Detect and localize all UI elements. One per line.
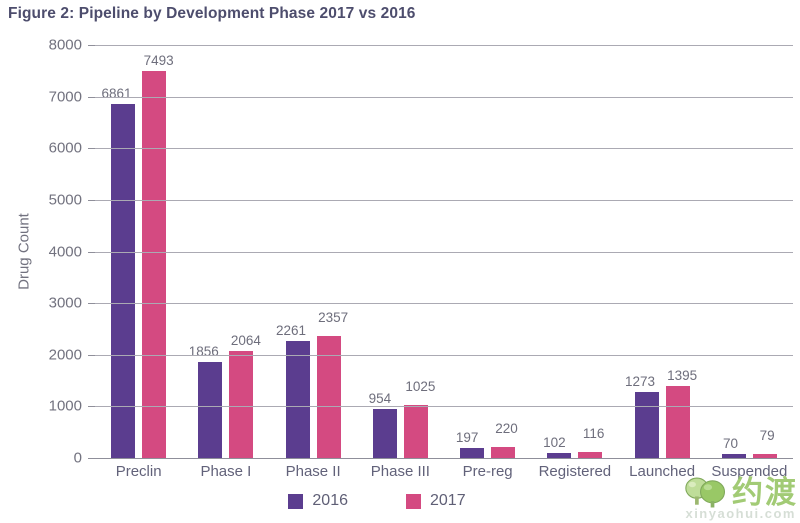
gridline-7000 [95, 96, 793, 98]
y-tick-label-4000: 4000 [48, 243, 82, 260]
bar-2016-phase-iii: 954 [369, 391, 397, 458]
bar-value-2017-preclin: 7493 [143, 53, 174, 69]
bar-value-2017-registered: 116 [582, 426, 605, 441]
gridline-3000 [95, 303, 793, 305]
y-tick-3000 [88, 303, 95, 305]
bar-value-2017-phase-iii: 1025 [405, 379, 436, 395]
bar-group-suspended: 70 79 [706, 45, 793, 458]
y-tick-5000 [88, 199, 95, 201]
bar-2016-pre-reg: 197 [456, 430, 485, 458]
bar-value-2016-registered: 102 [543, 434, 566, 450]
bar-2017-phase-iii: 1025 [403, 379, 435, 458]
x-category-pre-reg: Pre-reg [462, 463, 513, 480]
bar-groups: 6861 7493 1856 2064 2261 2357 954 1025 197 220 102… [95, 45, 793, 458]
bar-2017-phase-i: 2064 [229, 333, 261, 458]
legend-swatch-2016 [288, 493, 304, 509]
x-category-launched: Launched [629, 463, 696, 480]
y-tick-label-2000: 2000 [48, 346, 82, 364]
x-category-phase-iii: Phase III [370, 463, 430, 480]
legend-swatch-2017 [406, 493, 421, 509]
bar-2016-suspended: 70 [721, 436, 746, 458]
y-tick-label-1000: 1000 [48, 397, 82, 415]
y-axis-title: Drug Count [15, 213, 33, 290]
y-tick-8000 [88, 45, 95, 46]
y-tick-6000 [88, 148, 95, 150]
gridline-1000 [95, 406, 793, 408]
bar-2016-phase-ii: 2261 [276, 323, 310, 458]
y-tick-label-3000: 3000 [48, 294, 82, 312]
y-tick-1000 [88, 406, 95, 408]
y-tick-label-0: 0 [73, 449, 82, 467]
plot-area: 6861 7493 1856 2064 2261 2357 954 1025 197 220 102… [49, 37, 793, 467]
bar-group-pre-reg: 197 220 [444, 45, 531, 458]
bar-value-2016-phase-iii: 954 [368, 390, 392, 406]
bar-group-phase-ii: 2261 2357 [270, 45, 357, 458]
bar-2017-suspended: 79 [752, 428, 777, 458]
gridline-4000 [95, 251, 793, 253]
bar-value-2017-pre-reg: 220 [495, 420, 518, 436]
bar-2017-phase-ii: 2357 [316, 310, 348, 458]
bar-value-2016-suspended: 70 [723, 436, 739, 452]
legend: 2016 2017 [0, 492, 754, 510]
bar-2016-phase-i: 1856 [189, 344, 223, 458]
gridline-5000 [95, 199, 793, 201]
x-category-preclin: Preclin [115, 463, 162, 480]
y-tick-label-5000: 5000 [48, 191, 82, 209]
legend-label-2016: 2016 [312, 492, 348, 509]
x-category-phase-i: Phase I [200, 463, 252, 480]
x-axis-category-labels: Preclin Phase I Phase II Phase III Pre-reg Re… [95, 463, 793, 480]
gridline-8000 [95, 45, 793, 46]
y-tick-label-7000: 7000 [48, 88, 82, 106]
bar-value-2017-launched: 1395 [667, 368, 698, 383]
bar-2017-preclin: 7493 [142, 53, 174, 458]
bar-2017-launched: 1395 [665, 368, 697, 458]
bar-value-2016-phase-ii: 2261 [275, 323, 307, 339]
x-axis-line [95, 458, 793, 459]
x-category-phase-ii: Phase II [285, 463, 341, 480]
legend-label-2017: 2017 [430, 492, 466, 509]
y-tick-0 [88, 458, 95, 459]
y-tick-2000 [88, 354, 95, 356]
bar-value-2016-preclin: 6861 [101, 85, 132, 101]
bar-value-2017-phase-ii: 2357 [318, 310, 349, 326]
y-tick-4000 [88, 251, 95, 253]
bar-2016-preclin: 6861 [101, 86, 136, 458]
x-category-suspended: Suspended [711, 463, 788, 480]
bar-value-2016-phase-i: 1856 [188, 344, 219, 360]
bar-group-registered: 102 116 [531, 45, 618, 458]
chart-title: Figure 2: Pipeline by Development Phase … [8, 5, 416, 22]
bar-2017-pre-reg: 220 [491, 421, 518, 458]
bar-value-2017-phase-i: 2064 [230, 333, 261, 349]
legend-item-2016: 2016 [288, 492, 348, 510]
bar-value-2016-launched: 1273 [624, 374, 656, 390]
bar-group-phase-iii: 954 1025 [357, 45, 444, 458]
bar-2017-registered: 116 [578, 426, 604, 458]
y-tick-label-6000: 6000 [48, 139, 82, 157]
bar-group-preclin: 6861 7493 [95, 45, 182, 458]
bar-2016-registered: 102 [543, 435, 572, 458]
bar-group-launched: 1273 1395 [619, 45, 706, 458]
bar-value-2016-pre-reg: 197 [455, 429, 479, 445]
y-tick-label-8000: 8000 [48, 36, 82, 54]
bar-value-2017-suspended: 79 [759, 427, 775, 443]
x-category-registered: Registered [538, 463, 612, 480]
y-tick-7000 [88, 96, 95, 98]
legend-item-2017: 2017 [406, 492, 466, 510]
gridline-2000 [95, 354, 793, 356]
bar-2016-launched: 1273 [625, 374, 659, 458]
gridline-6000 [95, 148, 793, 150]
